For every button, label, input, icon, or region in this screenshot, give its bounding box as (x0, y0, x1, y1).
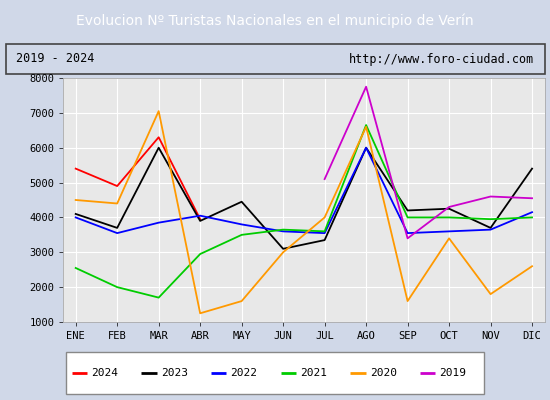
Text: 2020: 2020 (370, 368, 397, 378)
Text: 2024: 2024 (91, 368, 118, 378)
Text: 2022: 2022 (230, 368, 257, 378)
Text: 2019 - 2024: 2019 - 2024 (16, 52, 95, 66)
Text: 2021: 2021 (300, 368, 327, 378)
Text: Evolucion Nº Turistas Nacionales en el municipio de Verín: Evolucion Nº Turistas Nacionales en el m… (76, 14, 474, 28)
Text: http://www.foro-ciudad.com: http://www.foro-ciudad.com (349, 52, 534, 66)
Text: 2019: 2019 (439, 368, 466, 378)
Text: 2023: 2023 (161, 368, 188, 378)
FancyBboxPatch shape (66, 352, 484, 394)
